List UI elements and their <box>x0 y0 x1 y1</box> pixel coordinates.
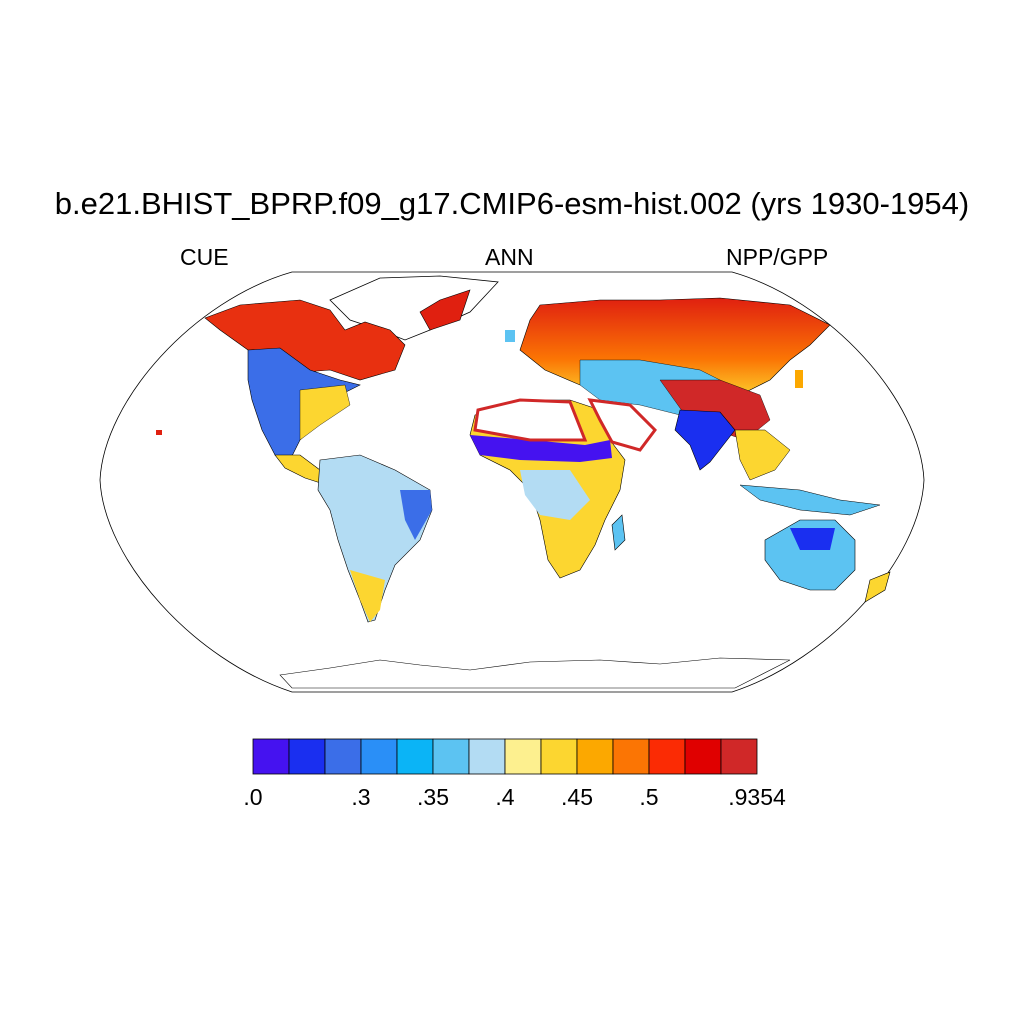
colorbar-swatch <box>396 738 434 775</box>
colorbar-tick-label: .45 <box>561 784 593 810</box>
colorbar-tick-label: .4 <box>495 784 515 810</box>
colorbar-swatch <box>252 738 290 775</box>
colorbar-swatch <box>540 738 578 775</box>
central-africa <box>520 470 590 520</box>
colorbar-swatch <box>612 738 650 775</box>
antarctica <box>279 657 791 689</box>
new-zealand <box>864 571 891 603</box>
colorbar-swatch <box>720 738 758 775</box>
india <box>674 409 736 471</box>
colorbar-swatch <box>468 738 506 775</box>
sahara-desert <box>473 398 588 442</box>
colorbar-swatch <box>648 738 686 775</box>
units-label: NPP/GPP <box>726 244 829 270</box>
greenland-coast <box>419 289 471 331</box>
southeast-asia <box>734 429 791 481</box>
arabia <box>587 398 657 452</box>
south-america-east <box>400 490 432 540</box>
hawaii <box>156 430 162 435</box>
colorbar-swatch <box>576 738 614 775</box>
colorbar-swatch <box>432 738 470 775</box>
colorbar <box>252 738 758 775</box>
uk <box>505 330 515 342</box>
variable-label: CUE <box>180 244 229 270</box>
madagascar <box>611 514 626 551</box>
colorbar-swatch <box>684 738 722 775</box>
north-america-southeast <box>299 384 351 441</box>
colorbar-tick-label: .3 <box>351 784 371 810</box>
colorbar-tick-label: .9354 <box>728 784 786 810</box>
colorbar-swatch <box>324 738 362 775</box>
colorbar-swatch <box>288 738 326 775</box>
colorbar-swatch <box>360 738 398 775</box>
sahara-band <box>470 435 612 462</box>
season-label: ANN <box>485 244 534 270</box>
japan <box>795 370 803 388</box>
australia-interior <box>790 528 835 550</box>
indonesia <box>739 484 881 516</box>
map-title: b.e21.BHIST_BPRP.f09_g17.CMIP6-esm-hist.… <box>54 186 970 221</box>
colorbar-tick-label: .0 <box>243 784 263 810</box>
colorbar-swatch <box>504 738 542 775</box>
south-america-south <box>350 570 385 622</box>
colorbar-tick-label: .35 <box>417 784 449 810</box>
colorbar-tick-label: .5 <box>639 784 659 810</box>
